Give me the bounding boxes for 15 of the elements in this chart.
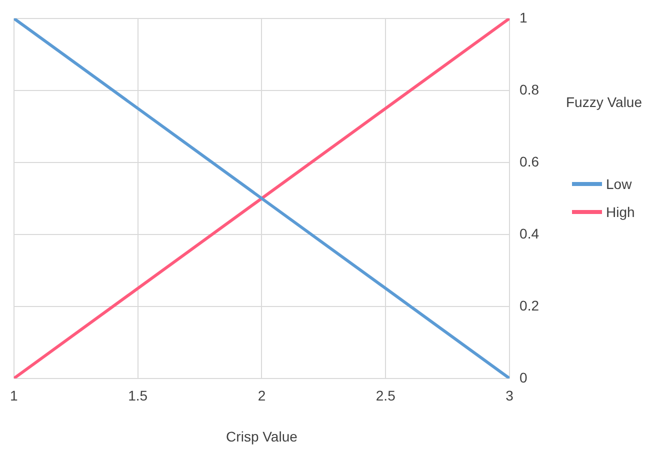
x-tick-label: 1.5	[128, 388, 148, 404]
y-tick-label: 0.4	[520, 225, 540, 242]
y-tick-label: 0	[520, 369, 528, 386]
x-tick-label: 2	[258, 388, 266, 404]
x-tick-label: 2.5	[376, 388, 396, 404]
y-axis-title: Fuzzy Value	[566, 94, 642, 110]
y-tick-label: 1	[520, 9, 528, 26]
x-tick-label: 1	[10, 388, 18, 404]
legend-label: High	[606, 204, 635, 220]
legend-label: Low	[606, 176, 632, 192]
y-tick-label: 0.6	[520, 153, 540, 170]
x-axis-title: Crisp Value	[226, 428, 298, 444]
y-tick-label: 0.2	[520, 297, 540, 314]
x-tick-label: 3	[506, 388, 514, 404]
y-tick-label: 0.8	[520, 81, 540, 98]
